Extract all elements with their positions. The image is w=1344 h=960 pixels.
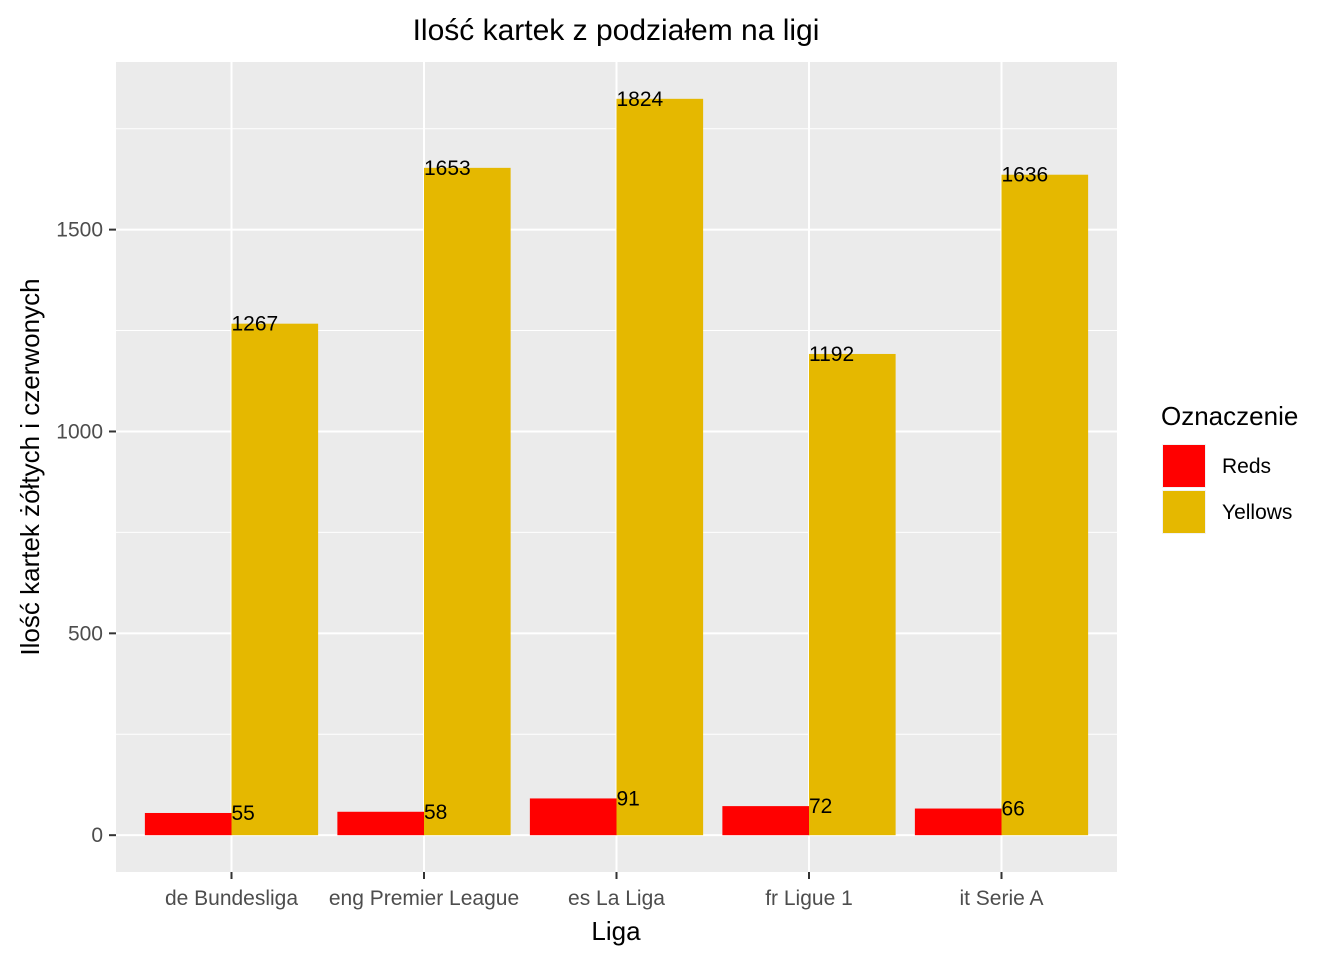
y-axis: 0 500 1000 1500 bbox=[56, 219, 116, 847]
bar-reds bbox=[144, 812, 232, 836]
data-labels: 55 58 91 72 66 1267 1653 1824 1192 1636 bbox=[232, 88, 1049, 825]
legend-label: Reds bbox=[1222, 455, 1271, 478]
data-label: 1636 bbox=[1002, 164, 1049, 187]
data-label: 91 bbox=[617, 787, 640, 810]
data-label: 66 bbox=[1002, 798, 1025, 821]
chart-title: Ilość kartek z podziałem na ligi bbox=[413, 14, 820, 47]
x-tick-label: es La Liga bbox=[568, 887, 665, 910]
data-label: 1267 bbox=[232, 313, 279, 336]
bar-yellows bbox=[231, 323, 319, 836]
x-tick-label: eng Premier League bbox=[329, 887, 519, 910]
x-tick-label: fr Ligue 1 bbox=[765, 887, 853, 910]
bar-reds bbox=[337, 811, 424, 836]
y-tick-label: 1000 bbox=[56, 420, 103, 443]
data-label: 1653 bbox=[424, 157, 471, 180]
legend: Oznaczenie Reds Yellows bbox=[1161, 401, 1298, 534]
y-tick-label: 500 bbox=[68, 622, 103, 645]
x-tick-label: de Bundesliga bbox=[165, 887, 298, 910]
y-tick-label: 0 bbox=[91, 824, 103, 847]
legend-items: Reds Yellows bbox=[1162, 444, 1292, 534]
bar-yellows bbox=[616, 98, 704, 836]
legend-label: Yellows bbox=[1222, 501, 1292, 524]
x-tick-label: it Serie A bbox=[959, 887, 1043, 910]
data-label: 1192 bbox=[809, 343, 854, 366]
bar-reds bbox=[529, 798, 617, 836]
legend-key-yellows bbox=[1163, 491, 1205, 533]
x-axis-title: Liga bbox=[591, 916, 641, 946]
legend-key-reds bbox=[1163, 445, 1205, 487]
y-axis-title: Ilość kartek żółtych i czerwonych bbox=[15, 278, 45, 655]
y-tick-label: 1500 bbox=[56, 219, 103, 242]
data-label: 58 bbox=[424, 801, 447, 824]
bars bbox=[144, 98, 1089, 836]
data-label: 55 bbox=[232, 802, 255, 825]
bar-yellows bbox=[1001, 174, 1089, 836]
data-label: 1824 bbox=[617, 88, 664, 111]
bar-reds bbox=[914, 808, 1002, 836]
x-axis: de Bundesliga eng Premier League es La Lig… bbox=[165, 872, 1044, 910]
data-label: 72 bbox=[809, 795, 832, 818]
legend-title: Oznaczenie bbox=[1161, 401, 1298, 431]
bar-yellows bbox=[424, 167, 511, 836]
bar-yellows bbox=[809, 353, 896, 836]
bar-reds bbox=[722, 806, 809, 836]
